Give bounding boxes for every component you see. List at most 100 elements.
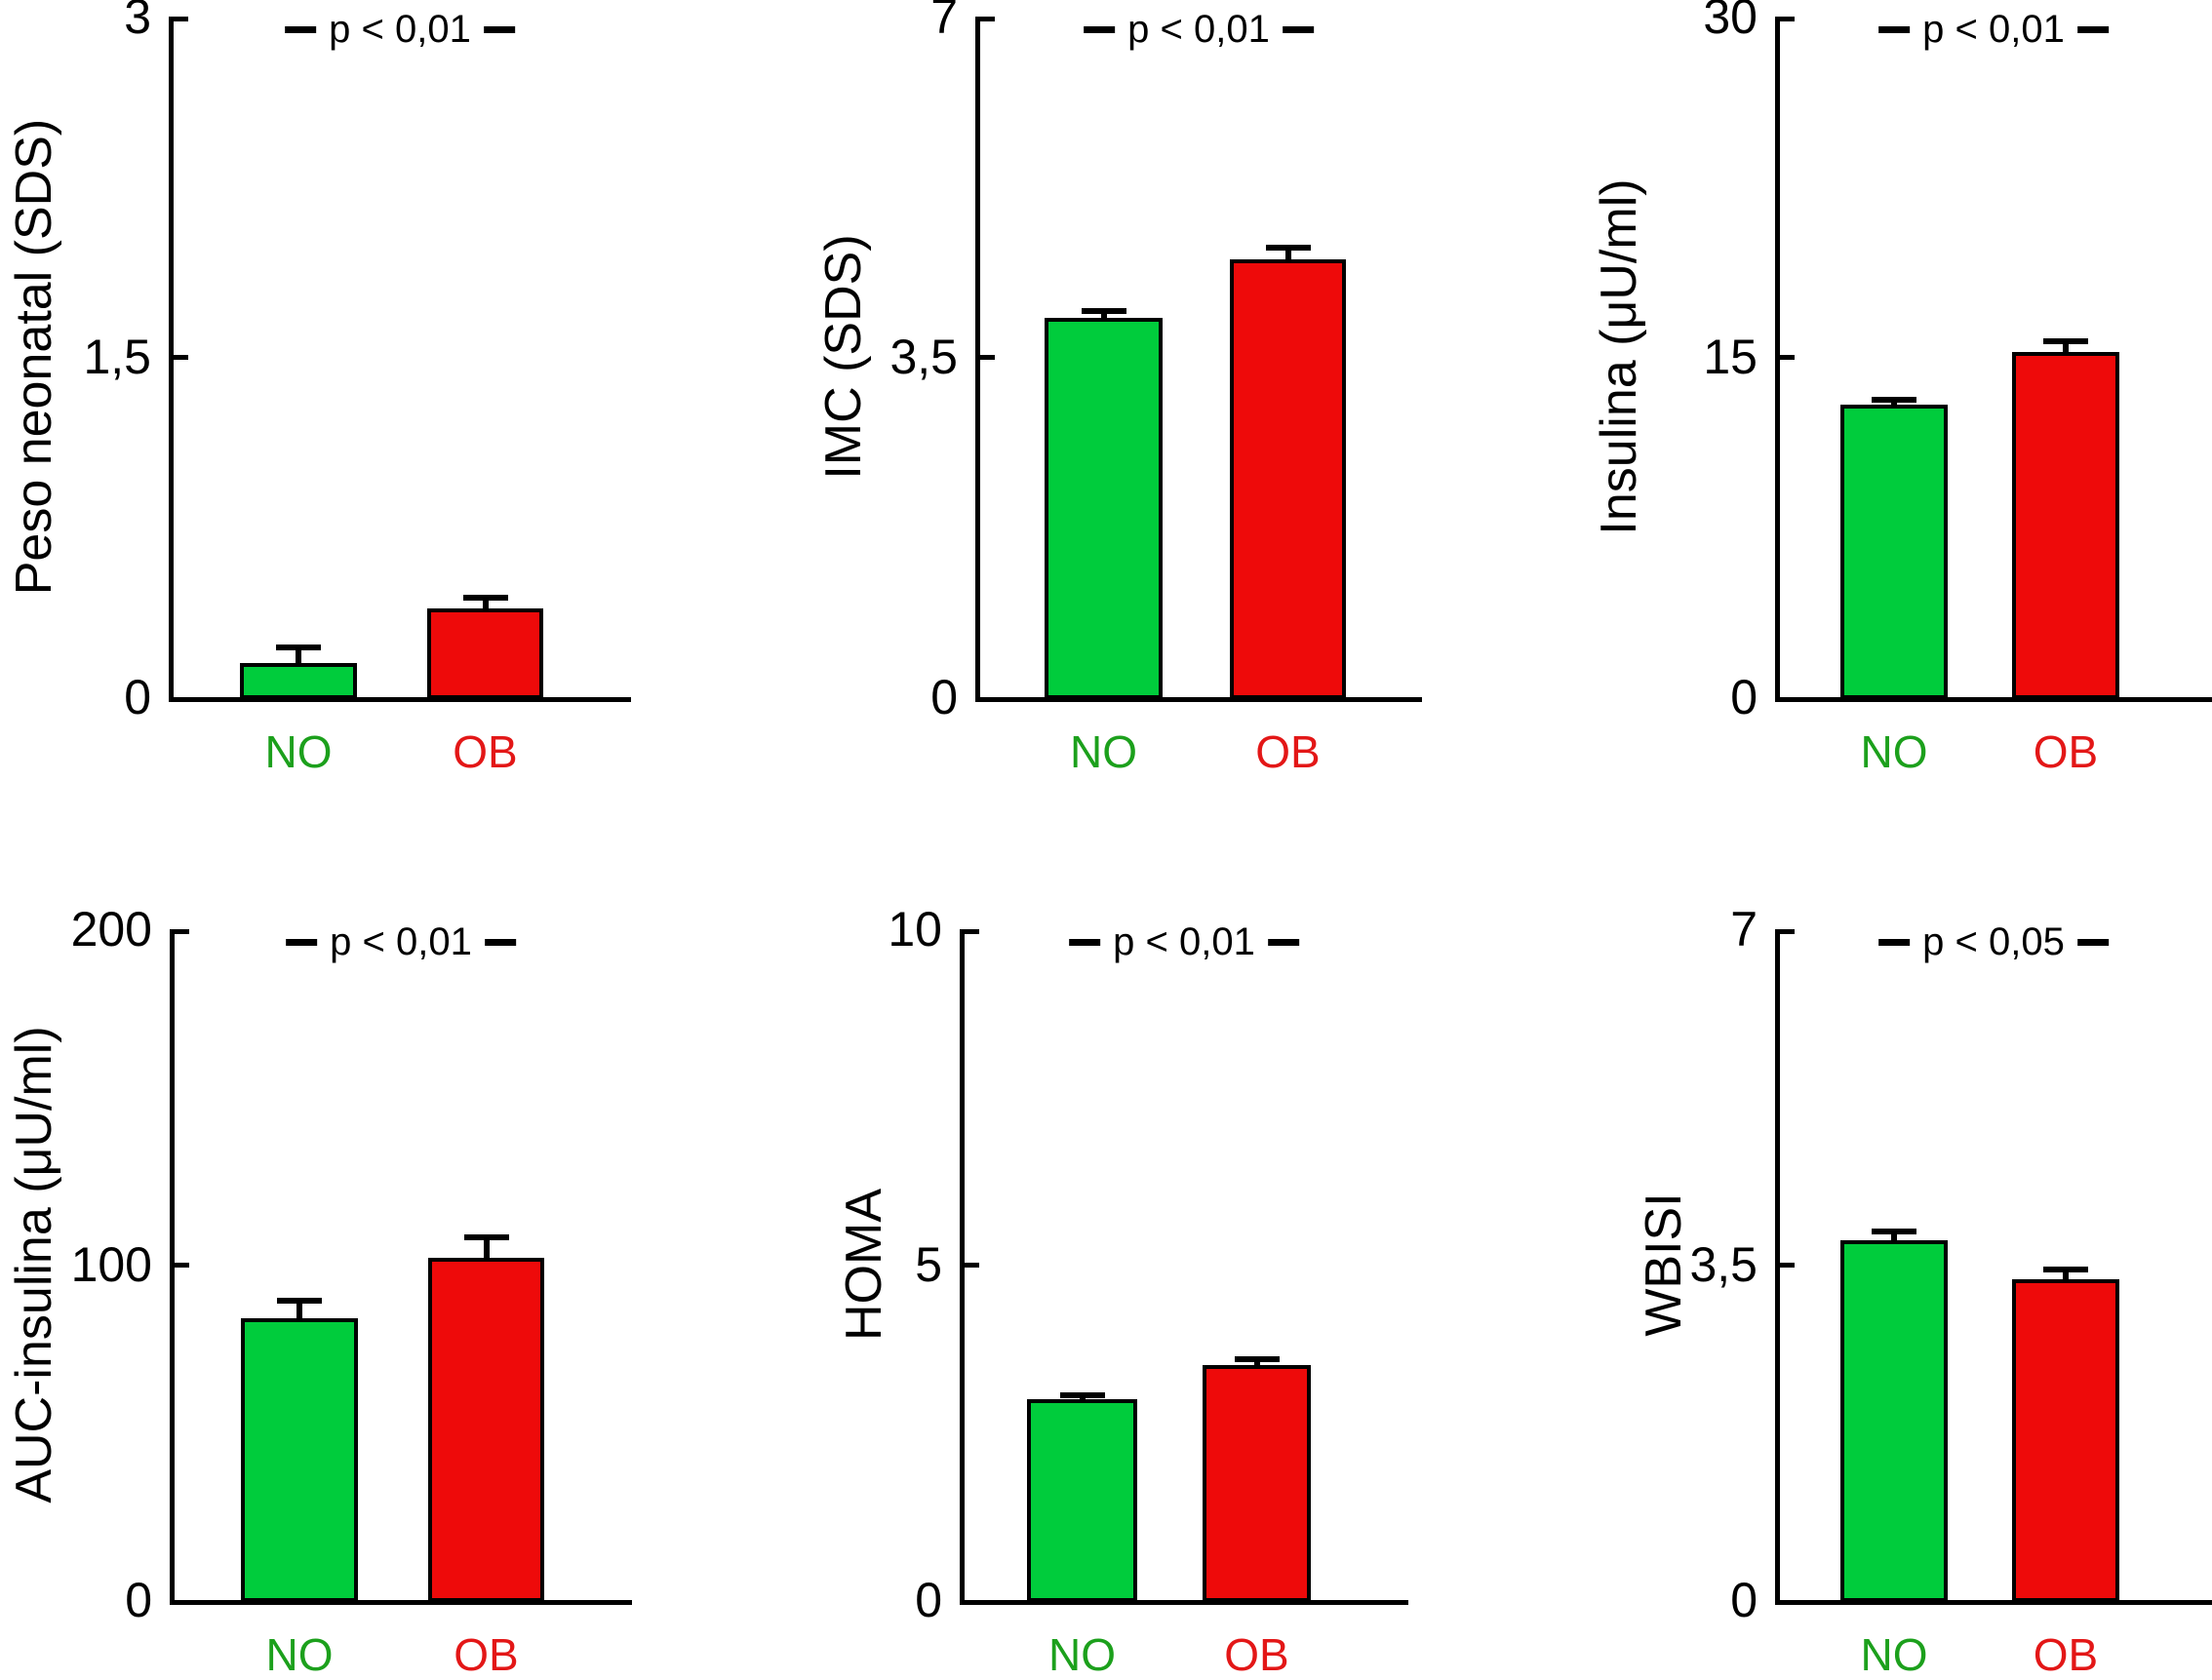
error-bar-ob [462, 595, 508, 608]
bar-ob [2012, 1279, 2119, 1602]
y-tick-label-max: 7 [1730, 902, 1758, 957]
p-bracket-right-dash [2076, 938, 2109, 946]
y-axis-line [1775, 17, 1780, 702]
y-tick-max [174, 17, 188, 21]
x-axis-line [170, 1600, 632, 1605]
p-value-annotation: p < 0,01 [285, 8, 515, 51]
error-bar-ob [1234, 1356, 1280, 1365]
chart-insulina: Insulina (μU/ml) 30 15 0 p < 0,01 NO OB [1475, 0, 2212, 913]
bar-no [240, 663, 357, 699]
chart-auc-insulina: AUC-insulina (μU/ml) 200 100 0 p < 0,01 … [0, 902, 737, 1680]
y-tick-max [1780, 929, 1795, 934]
y-tick-max [175, 929, 189, 934]
y-tick-label-mid: 100 [70, 1237, 152, 1292]
p-bracket-right-dash [483, 25, 515, 33]
group-label-no: NO [1070, 726, 1137, 777]
p-bracket-left-dash [1878, 25, 1911, 33]
group-label-ob: OB [1255, 726, 1321, 777]
y-tick-mid [1780, 355, 1795, 360]
x-axis-line [960, 1600, 1408, 1605]
y-axis-line [960, 929, 965, 1605]
error-stem-icon [1284, 245, 1291, 259]
error-bar-ob [2043, 338, 2088, 352]
y-tick-label-zero: 0 [1730, 670, 1758, 724]
p-bracket-left-dash [285, 25, 317, 33]
y-axis-line [975, 17, 980, 702]
bar-no [1840, 405, 1948, 699]
chart-imc: IMC (SDS) 7 3,5 0 p < 0,01 NO OB [737, 0, 1475, 913]
error-bar-no [1081, 308, 1126, 318]
error-stem-icon [482, 595, 489, 608]
p-bracket-right-dash [1282, 25, 1314, 33]
error-stem-icon [1100, 308, 1107, 318]
error-bar-ob [2043, 1267, 2088, 1279]
y-tick-label-zero: 0 [1730, 1573, 1758, 1627]
bar-no [1840, 1240, 1948, 1602]
p-bracket-left-dash [286, 938, 318, 946]
group-label-no: NO [1048, 1629, 1116, 1680]
error-bar-ob [463, 1234, 509, 1258]
y-tick-label-zero: 0 [124, 670, 151, 724]
y-tick-label-max: 200 [70, 902, 152, 957]
group-label-no: NO [264, 726, 333, 777]
error-stem-icon [1079, 1392, 1086, 1399]
y-tick-label-max: 30 [1703, 0, 1758, 44]
y-tick-max [965, 929, 979, 934]
p-value-text: p < 0,01 [1113, 919, 1255, 963]
p-value-annotation: p < 0,01 [1084, 8, 1314, 51]
y-tick-max [980, 17, 995, 21]
bar-ob [427, 608, 543, 699]
y-tick-mid [980, 355, 995, 360]
p-value-text: p < 0,01 [1127, 7, 1270, 51]
x-axis-line [1775, 697, 2212, 702]
bar-ob [1203, 1365, 1311, 1602]
y-axis-line [170, 929, 175, 1605]
p-value-annotation: p < 0,05 [1878, 920, 2109, 963]
error-stem-icon [296, 645, 301, 663]
y-tick-label-mid: 3,5 [1689, 1237, 1758, 1292]
bar-no [1045, 318, 1163, 699]
y-tick-label-max: 3 [124, 0, 151, 44]
p-value-text: p < 0,01 [1922, 7, 2065, 51]
error-stem-icon [296, 1298, 302, 1318]
chart-homa: HOMA 10 5 0 p < 0,01 NO OB [737, 902, 1475, 1680]
chart-peso-neonatal: Peso neonatal (SDS) 3 1,5 0 p < 0,01 NO … [0, 0, 737, 913]
p-value-text: p < 0,01 [330, 919, 472, 963]
y-tick-max [1780, 17, 1795, 21]
bar-ob [2012, 352, 2119, 699]
error-bar-no [1872, 1229, 1916, 1240]
x-axis-line [169, 697, 631, 702]
y-tick-mid [174, 355, 188, 360]
p-bracket-left-dash [1084, 25, 1116, 33]
group-label-no: NO [1860, 1629, 1928, 1680]
y-tick-label-mid: 15 [1703, 330, 1758, 384]
y-tick-label-mid: 1,5 [83, 330, 151, 384]
group-label-ob: OB [2033, 726, 2099, 777]
y-axis-line [169, 17, 174, 702]
p-bracket-left-dash [1878, 938, 1911, 946]
x-axis-line [975, 697, 1422, 702]
error-stem-icon [2063, 1267, 2069, 1279]
error-stem-icon [1891, 397, 1897, 405]
bar-no [241, 1318, 358, 1602]
y-tick-label-mid: 3,5 [889, 330, 958, 384]
error-stem-icon [2063, 338, 2069, 352]
y-tick-label-max: 10 [888, 902, 942, 957]
group-label-ob: OB [2033, 1629, 2099, 1680]
error-bar-no [277, 1298, 322, 1318]
p-bracket-right-dash [1267, 938, 1299, 946]
group-label-ob: OB [453, 726, 518, 777]
y-tick-label-zero: 0 [125, 1573, 152, 1627]
y-tick-mid [1780, 1263, 1795, 1268]
error-stem-icon [1891, 1229, 1897, 1240]
group-label-ob: OB [454, 1629, 519, 1680]
y-tick-label-mid: 5 [915, 1237, 942, 1292]
bar-ob [428, 1258, 544, 1602]
p-bracket-right-dash [484, 938, 516, 946]
chart-wbisi: WBISI 7 3,5 0 p < 0,05 NO OB [1475, 902, 2212, 1680]
group-label-no: NO [265, 1629, 334, 1680]
p-value-annotation: p < 0,01 [1878, 8, 2109, 51]
x-axis-line [1775, 1600, 2212, 1605]
error-bar-ob [1265, 245, 1311, 259]
